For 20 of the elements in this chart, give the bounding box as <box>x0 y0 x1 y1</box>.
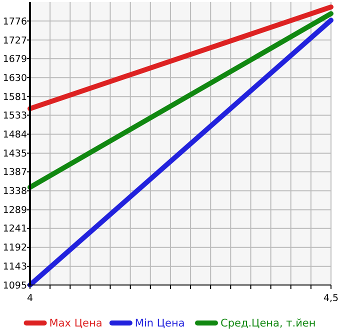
y-tick-label: 1679 <box>2 54 27 65</box>
y-tick-label: 1727 <box>2 35 27 46</box>
y-tick-label: 1533 <box>2 110 27 122</box>
y-tick-label: 1143 <box>2 262 27 273</box>
y-tick-label: 1484 <box>2 130 27 141</box>
y-tick-label: 1630 <box>2 72 27 84</box>
y-tick-label: 1581 <box>2 92 27 103</box>
y-tick-label: 1338 <box>2 186 27 198</box>
y-tick-label: 1241 <box>2 224 27 235</box>
y-tick-label: 1289 <box>2 205 27 216</box>
legend-label: Сред.Цена, т.йен <box>220 318 316 330</box>
x-tick-label: 4 <box>26 293 34 304</box>
y-tick-label: 1776 <box>2 16 27 28</box>
y-tick-label: 1435 <box>2 148 27 160</box>
y-tick-label: 1095 <box>2 280 27 292</box>
x-tick-label: 4,5 <box>323 293 339 304</box>
legend-label: Max Цена <box>49 318 102 330</box>
y-tick-label: 1192 <box>2 242 27 254</box>
legend-label: Min Цена <box>134 318 185 330</box>
y-tick-label: 1387 <box>2 167 27 178</box>
